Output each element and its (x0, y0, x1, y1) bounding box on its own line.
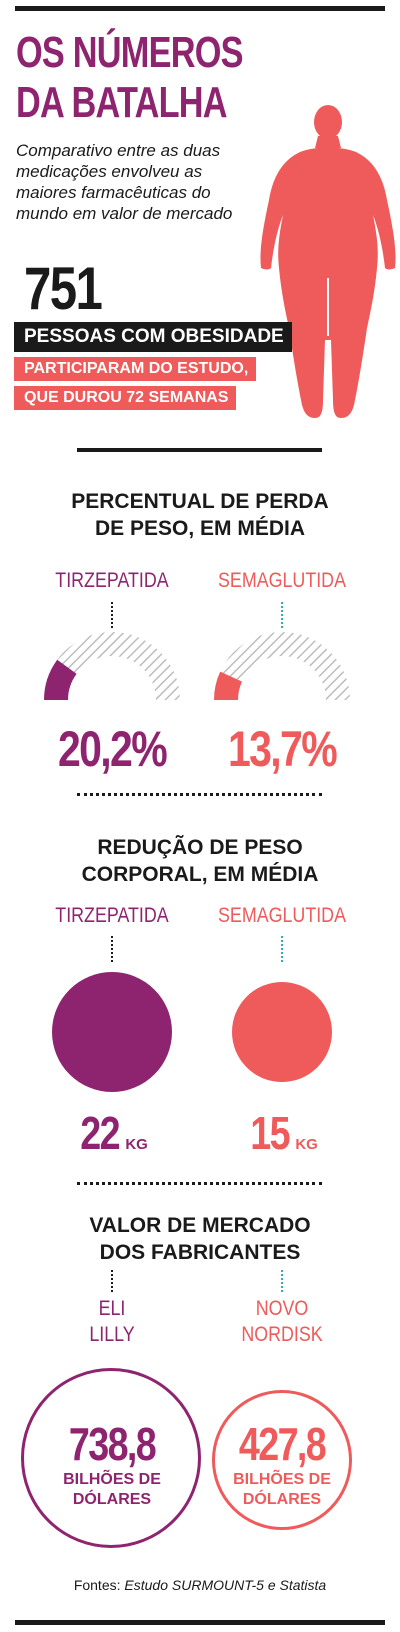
company-label-novo-nordisk: NOVO NORDISK (197, 1296, 367, 1348)
weight-reduction-title: REDUÇÃO DE PESO CORPORAL, EM MÉDIA (0, 834, 400, 888)
connector-dots (281, 936, 283, 962)
subtitle-line-4: mundo em valor de mercado (16, 204, 233, 223)
bottom-rule (15, 1620, 385, 1625)
unit-line-1: BILHÕES DE (63, 1471, 161, 1488)
drug-label-tirzepatida: TIRZEPATIDA (55, 569, 169, 592)
gauge-tirzepatida (44, 632, 180, 700)
weight-reduction-title-line-1: REDUÇÃO DE PESO (97, 836, 303, 859)
sources-text: Estudo SURMOUNT-5 e Statista (124, 1577, 327, 1593)
study-detail-line-1: PARTICIPARAM DO ESTUDO, (14, 357, 257, 381)
company-line-1: NOVO (255, 1297, 309, 1320)
market-value-title-line-1: VALOR DE MERCADO (89, 1214, 311, 1237)
weight-loss-title-line-2: DE PESO, EM MÉDIA (94, 517, 306, 540)
market-unit-novo-nordisk: BILHÕES DE DÓLARES (182, 1470, 382, 1510)
market-value-novo-nordisk: 427,8 (238, 1418, 327, 1470)
weight-reduction-value-semaglutida: 15 KG (182, 1106, 382, 1160)
subtitle-line-1: Comparativo entre as duas (16, 141, 221, 160)
title-line-2: DA BATALHA (16, 78, 228, 127)
gauge-semaglutida (214, 632, 350, 700)
body-silhouette-icon (260, 105, 396, 418)
kg-unit: KG (295, 1136, 318, 1153)
company-line-1: ELI (98, 1297, 126, 1320)
drug-label-semaglutida: SEMAGLUTIDA (218, 569, 346, 592)
kg-number: 15 (250, 1107, 290, 1159)
drug-label-semaglutida: SEMAGLUTIDA (218, 904, 346, 927)
subtitle-line-2: medicações envolveu as (16, 162, 203, 181)
kg-unit: KG (125, 1136, 148, 1153)
gauge-fill (214, 671, 243, 700)
sources-note: Fontes: Estudo SURMOUNT-5 e Statista (0, 1577, 400, 1593)
market-ring-novo-nordisk (212, 1390, 352, 1530)
weight-circle-semaglutida (232, 982, 332, 1082)
gauge-track (214, 632, 350, 700)
dotted-divider (77, 1182, 322, 1185)
weight-loss-title: PERCENTUAL DE PERDA DE PESO, EM MÉDIA (0, 488, 400, 542)
connector-dots (281, 1270, 283, 1292)
weight-circle-tirzepatida (52, 972, 172, 1092)
study-detail-line-2: QUE DUROU 72 SEMANAS (14, 386, 237, 410)
unit-line-1: BILHÕES DE (233, 1471, 331, 1488)
page-title: OS NÚMEROS DA BATALHA (16, 28, 244, 128)
subtitle: Comparativo entre as duas medicações env… (16, 140, 246, 224)
weight-reduction-title-line-2: CORPORAL, EM MÉDIA (81, 863, 319, 886)
gauge-fill (44, 659, 77, 700)
market-unit-eli-lilly: BILHÕES DE DÓLARES (12, 1470, 212, 1510)
dotted-divider (77, 793, 322, 796)
subtitle-line-3: maiores farmacêuticas do (16, 183, 211, 202)
market-value-title: VALOR DE MERCADO DOS FABRICANTES (0, 1212, 400, 1266)
top-rule (15, 6, 385, 11)
weight-reduction-value-tirzepatida: 22 KG (12, 1106, 212, 1160)
connector-dots (111, 936, 113, 962)
weight-loss-value-semaglutida: 13,7% (227, 721, 338, 777)
unit-line-2: DÓLARES (72, 1491, 152, 1508)
participants-number: 751 (24, 255, 103, 322)
unit-line-2: DÓLARES (242, 1491, 322, 1508)
connector-dots (111, 602, 113, 628)
gauge-track (44, 632, 180, 700)
market-value-title-line-2: DOS FABRICANTES (99, 1241, 301, 1264)
market-ring-eli-lilly (21, 1368, 201, 1548)
market-value-eli-lilly: 738,8 (68, 1418, 157, 1470)
connector-dots (281, 602, 283, 628)
weight-loss-value-tirzepatida: 20,2% (57, 721, 168, 777)
sources-prefix: Fontes: (73, 1577, 121, 1593)
kg-number: 22 (80, 1107, 120, 1159)
section-divider (77, 448, 322, 452)
weight-loss-title-line-1: PERCENTUAL DE PERDA (71, 490, 329, 513)
drug-label-tirzepatida: TIRZEPATIDA (55, 904, 169, 927)
participants-label: PESSOAS COM OBESIDADE (14, 322, 292, 352)
connector-dots (111, 1270, 113, 1292)
company-line-2: LILLY (89, 1323, 135, 1346)
company-line-2: NORDISK (241, 1323, 323, 1346)
company-label-eli-lilly: ELI LILLY (27, 1296, 197, 1348)
title-line-1: OS NÚMEROS (16, 28, 244, 77)
